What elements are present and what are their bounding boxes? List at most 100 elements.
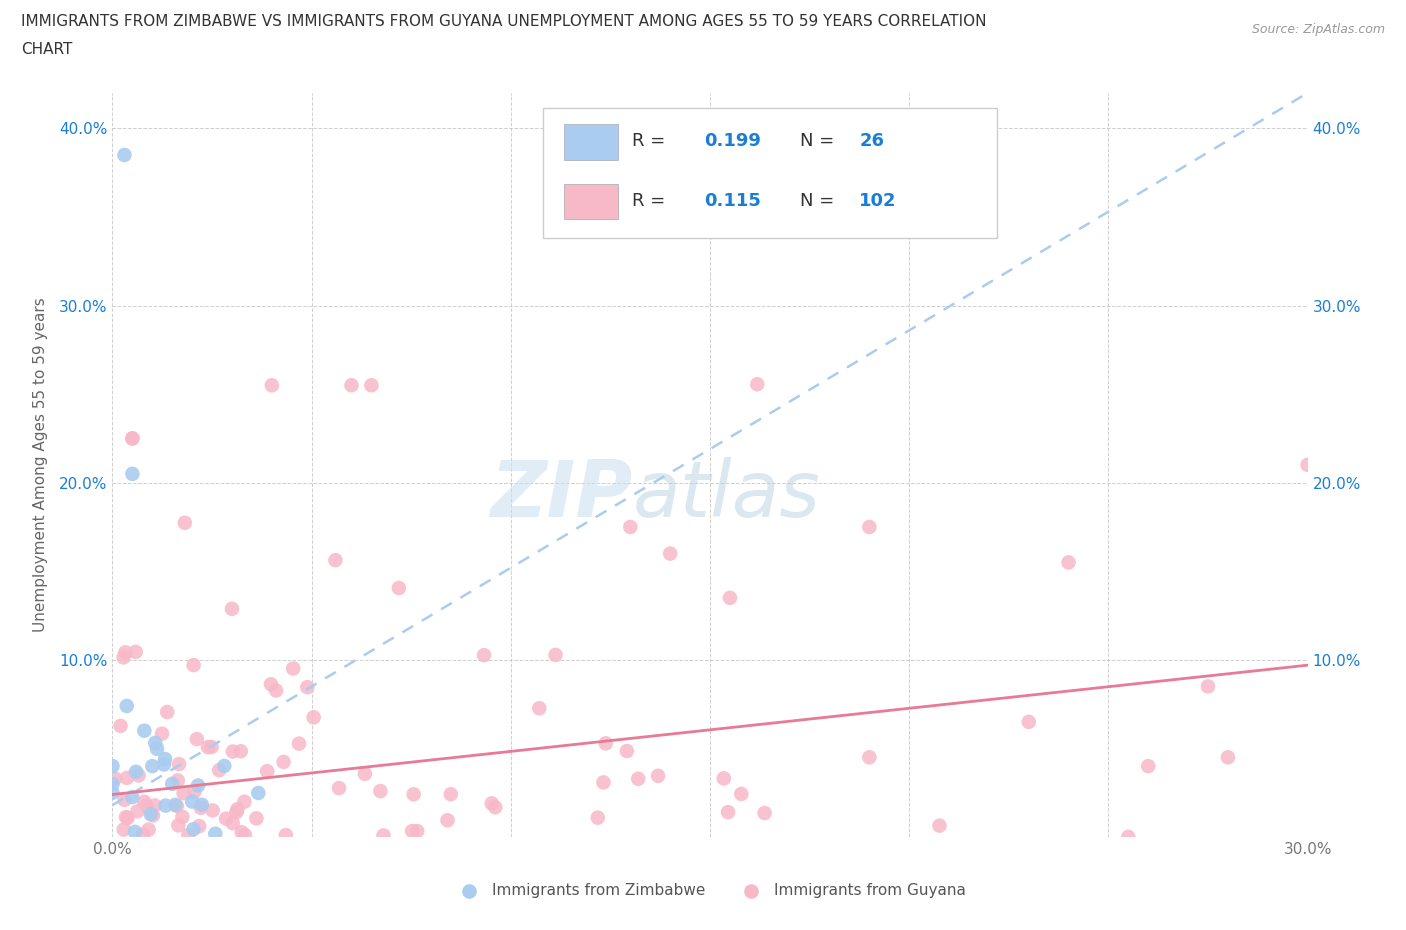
Point: [132, 827, 155, 842]
Point: [112, 650, 135, 665]
Point: [190, 801, 212, 816]
Point: [484, 800, 506, 815]
Point: [1118, 830, 1140, 844]
Point: [440, 787, 463, 802]
Point: [124, 644, 146, 659]
Point: [214, 759, 236, 774]
Point: [208, 763, 231, 777]
Point: [162, 777, 183, 791]
Text: 102: 102: [859, 192, 897, 210]
Point: [472, 647, 495, 662]
Point: [659, 546, 682, 561]
Point: [1197, 679, 1219, 694]
Text: CHART: CHART: [21, 42, 73, 57]
Point: [124, 825, 146, 840]
Point: [718, 591, 741, 605]
Point: [229, 744, 252, 759]
Point: [481, 796, 503, 811]
Point: [231, 825, 253, 840]
Point: [1296, 458, 1319, 472]
Point: [592, 775, 614, 790]
Point: [247, 786, 270, 801]
Point: [544, 647, 567, 662]
Point: [1216, 750, 1239, 764]
Point: [187, 778, 209, 793]
Point: [134, 794, 156, 809]
Point: [117, 811, 139, 826]
Point: [141, 759, 163, 774]
Text: 0.199: 0.199: [704, 132, 761, 151]
Point: [406, 824, 429, 839]
Point: [370, 784, 392, 799]
Text: 0.115: 0.115: [704, 192, 761, 210]
Point: [302, 710, 325, 724]
Point: [143, 798, 166, 813]
Point: [928, 818, 950, 833]
Point: [281, 661, 304, 676]
Point: [183, 658, 205, 672]
Point: [134, 724, 156, 738]
Point: [156, 705, 179, 720]
Point: [177, 828, 200, 843]
Point: [754, 805, 776, 820]
Point: [529, 701, 551, 716]
Point: [858, 750, 880, 764]
Point: [1057, 555, 1080, 570]
Point: [325, 552, 347, 567]
Point: [172, 809, 194, 824]
Point: [167, 817, 190, 832]
Point: [167, 757, 190, 772]
Point: [713, 771, 735, 786]
Point: [143, 736, 166, 751]
Text: IMMIGRANTS FROM ZIMBABWE VS IMMIGRANTS FROM GUYANA UNEMPLOYMENT AMONG AGES 55 TO: IMMIGRANTS FROM ZIMBABWE VS IMMIGRANTS F…: [21, 14, 987, 29]
Point: [183, 822, 205, 837]
Point: [197, 739, 219, 754]
Point: [260, 677, 283, 692]
Point: [360, 378, 382, 392]
Point: [627, 771, 650, 786]
Point: [155, 798, 177, 813]
Point: [115, 698, 138, 713]
Text: R =: R =: [633, 192, 671, 210]
Point: [215, 811, 238, 826]
Point: [104, 771, 127, 786]
Point: [127, 804, 149, 818]
Point: [128, 768, 150, 783]
Point: [373, 828, 395, 843]
Point: [114, 148, 135, 163]
Point: [436, 813, 458, 828]
Point: [166, 773, 188, 788]
Point: [297, 680, 319, 695]
Point: [256, 764, 278, 778]
Point: [747, 377, 769, 392]
Point: [114, 644, 136, 659]
Point: [125, 764, 148, 779]
Point: [273, 754, 295, 769]
Point: [183, 784, 205, 799]
Point: [173, 515, 195, 530]
Point: [1018, 714, 1040, 729]
Text: Source: ZipAtlas.com: Source: ZipAtlas.com: [1251, 23, 1385, 36]
Point: [260, 378, 283, 392]
Point: [121, 431, 143, 445]
Point: [114, 792, 136, 807]
Point: [101, 785, 124, 800]
Y-axis label: Unemployment Among Ages 55 to 59 years: Unemployment Among Ages 55 to 59 years: [32, 298, 48, 632]
Point: [101, 759, 124, 774]
Point: [115, 770, 138, 785]
Point: [221, 816, 243, 830]
FancyBboxPatch shape: [564, 184, 619, 219]
Point: [201, 739, 224, 754]
Point: [115, 810, 138, 825]
Text: N =: N =: [800, 132, 834, 151]
Point: [274, 828, 297, 843]
Point: [191, 797, 214, 812]
Point: [204, 826, 226, 841]
Point: [402, 787, 425, 802]
Point: [245, 811, 267, 826]
Point: [173, 786, 195, 801]
Point: [328, 780, 350, 795]
Point: [264, 683, 287, 698]
Point: [181, 794, 204, 809]
Point: [288, 737, 311, 751]
